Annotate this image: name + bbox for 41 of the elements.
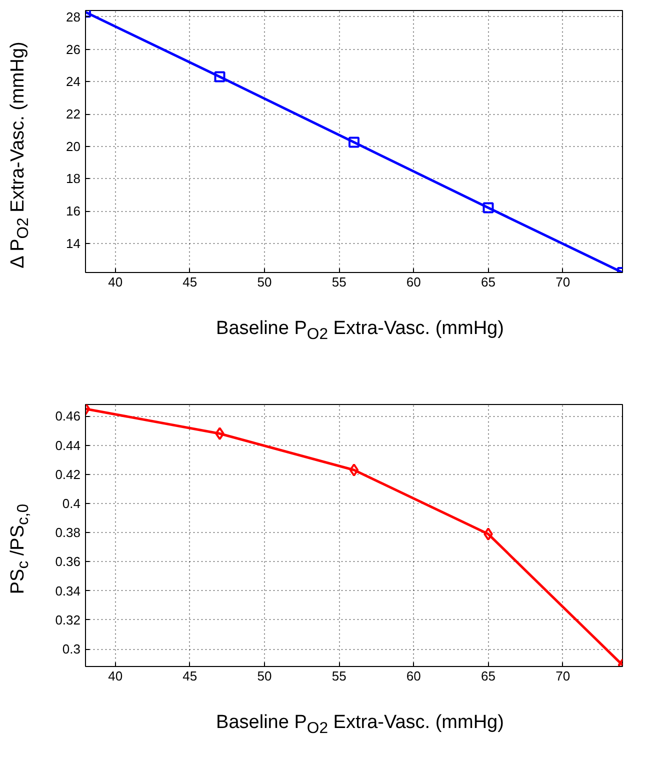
y-tick-label: 0.46: [55, 408, 81, 424]
y-tick-label: 24: [66, 74, 81, 90]
x-axis-title: Baseline P$_{O2}$ Extra-Vasc. (mmHg): [215, 711, 505, 739]
line-series: [86, 10, 622, 272]
x-tick-label: 60: [406, 668, 421, 684]
x-tick-label: 55: [332, 668, 346, 684]
y-tick-label: 0.42: [55, 466, 81, 482]
y-tick-label: 0.44: [55, 438, 81, 453]
x-axis-title: Baseline P$_{O2}$ Extra-Vasc. (mmHg): [215, 317, 505, 345]
x-tick-label: 55: [332, 274, 346, 290]
point: [215, 427, 224, 440]
y-tick-label: 0.34: [55, 583, 81, 598]
x-tick-label: 60: [406, 274, 421, 290]
point: [348, 136, 360, 148]
x-tick-label: 70: [556, 274, 570, 290]
x-tick-label: 65: [481, 668, 496, 684]
y-tick-label: 20: [66, 138, 81, 154]
point: [484, 528, 493, 541]
y-tick-label: 0.32: [55, 612, 81, 628]
x-tick-label: 70: [556, 668, 570, 684]
x-tick-label: 50: [257, 668, 272, 684]
y-tick-label: 0.38: [55, 525, 81, 540]
y-tick-label: 26: [66, 42, 81, 57]
y-tick-label: 22: [66, 106, 81, 122]
line-series: [86, 404, 622, 666]
y-tick-label: 14: [66, 236, 81, 251]
y-tick-label: 0.36: [55, 554, 81, 570]
x-tick-label: 45: [182, 668, 198, 684]
y-tick-label: 0.3: [62, 642, 81, 657]
y-tick-label: 18: [66, 171, 81, 186]
y-tick-label: 0.4: [62, 496, 81, 511]
point: [349, 464, 359, 476]
y-tick-label: 28: [66, 9, 81, 24]
x-tick-label: 50: [257, 274, 272, 290]
x-tick-label: 40: [108, 668, 123, 684]
x-tick-label: 65: [481, 274, 496, 290]
point: [482, 202, 494, 214]
x-tick-label: 40: [108, 274, 123, 290]
point: [214, 71, 226, 82]
y-tick-label: 16: [66, 204, 81, 219]
x-tick-label: 45: [182, 274, 198, 290]
